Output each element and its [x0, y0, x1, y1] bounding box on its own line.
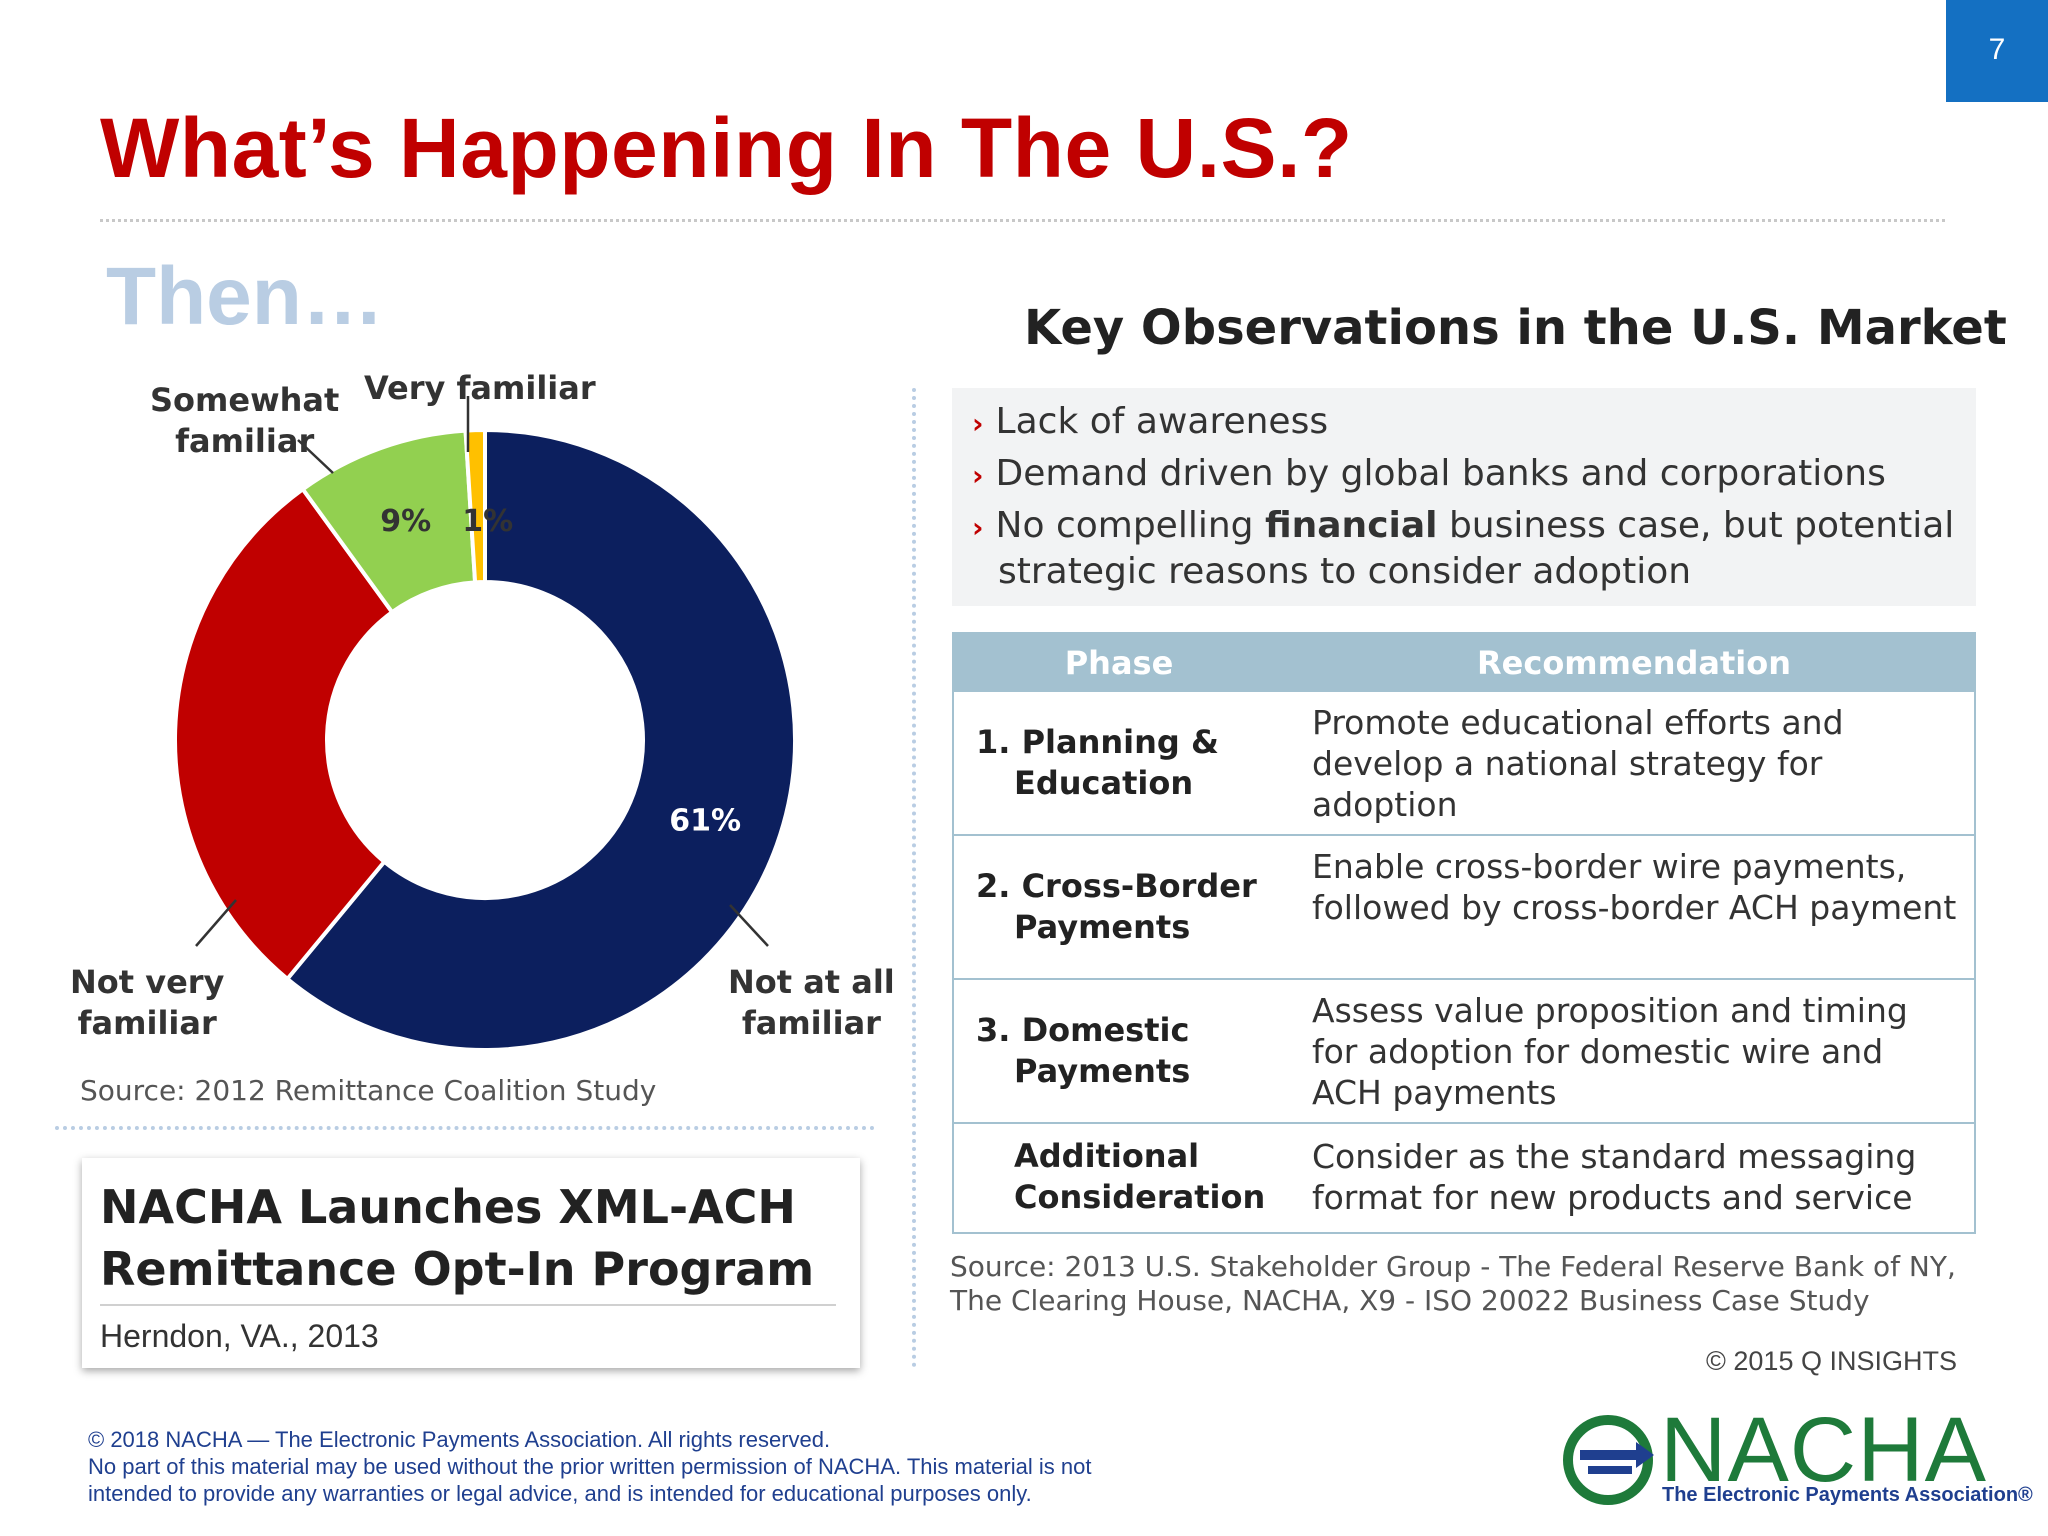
chevron-right-icon: › [972, 407, 984, 440]
clipping-headline: NACHA Launches XML-ACH Remittance Opt-In… [100, 1180, 815, 1296]
donut-slice-very-familiar [463, 427, 487, 585]
column-header-recommendation: Recommendation [1477, 644, 1791, 682]
phase-cell: Education [1014, 764, 1194, 802]
footer-legal: © 2018 NACHA — The Electronic Payments A… [88, 1427, 1092, 1506]
label-very-familiar: Very familiar [364, 369, 596, 407]
recommendation-cell: Promote educational efforts and develop … [1312, 703, 1844, 824]
key-observations-title: Key Observations in the U.S. Market [1024, 300, 2007, 356]
donut-value-labels: 61% 29% 9% 1% [215, 504, 741, 838]
leader-line-somewhat [297, 439, 334, 474]
phase-cell: Consideration [1014, 1178, 1266, 1216]
table-row: 2. Cross-Border Payments Enable cross-bo… [954, 836, 1974, 980]
nacha-logo-tagline: The Electronic Payments Association® [1662, 1484, 2033, 1506]
table-header: Phase Recommendation [952, 632, 1976, 696]
phase-cell: 2. Cross-Border [976, 867, 1257, 905]
chevron-right-icon: › [972, 459, 984, 492]
phase-cell: 3. Domestic [976, 1011, 1190, 1049]
nacha-logo-icon [1563, 1415, 1654, 1505]
recommendation-cell: Assess value proposition and timing for … [1312, 991, 1908, 1112]
recommendation-cell: Consider as the standard messaging forma… [1312, 1137, 1917, 1217]
table-row: Additional Consideration Consider as the… [954, 1124, 1974, 1230]
q-insights-copyright: © 2015 Q INSIGHTS [1706, 1346, 1957, 1376]
label-somewhat-familiar: Somewhat familiar [150, 381, 340, 460]
value-label-somewhat-familiar: 9% [380, 504, 431, 539]
value-label-not-very-familiar: 29% [215, 717, 287, 752]
column-header-phase: Phase [1064, 644, 1174, 682]
leader-line-not-very [195, 899, 237, 947]
page-number: 7 [1946, 0, 2048, 102]
recommendation-cell: Enable cross-border wire payments, follo… [1312, 847, 1957, 927]
familiarity-donut-chart: 61% 29% 9% 1% [173, 396, 797, 1052]
donut-slice-not-at-all-familiar [284, 427, 797, 1052]
list-item: › Demand driven by global banks and corpo… [972, 453, 1886, 494]
phase-cell: 1. Planning & [976, 723, 1219, 761]
list-item: › Lack of awareness [972, 401, 1329, 442]
table-row: 3. Domestic Payments Assess value propos… [954, 980, 1974, 1124]
slide-title: What’s Happening In The U.S.? [100, 101, 1353, 195]
value-label-not-at-all-familiar: 61% [669, 803, 741, 838]
label-not-at-all-familiar: Not at all familiar [728, 963, 895, 1042]
table-source: Source: 2013 U.S. Stakeholder Group - Th… [950, 1250, 1956, 1317]
left-divider [55, 1126, 875, 1130]
table-row: 1. Planning & Education Promote educatio… [954, 692, 1974, 836]
news-clipping: NACHA Launches XML-ACH Remittance Opt-In… [82, 1158, 860, 1368]
vertical-divider [912, 388, 916, 1368]
then-label: Then… [106, 251, 384, 342]
list-item: › No compelling financial business case, … [972, 505, 1955, 592]
title-divider [100, 219, 1945, 222]
value-label-very-familiar: 1% [462, 504, 513, 539]
recommendation-table: 1. Planning & Education Promote educatio… [952, 692, 1976, 1234]
nacha-logo-wordmark: NACHA [1660, 1399, 1988, 1501]
clipping-rule [100, 1304, 836, 1306]
phase-cell: Additional [1014, 1137, 1200, 1175]
chart-source: Source: 2012 Remittance Coalition Study [80, 1074, 657, 1107]
label-not-very-familiar: Not very familiar [70, 963, 225, 1042]
clipping-dateline: Herndon, VA., 2013 [100, 1318, 379, 1354]
leader-line-not-at-all [729, 904, 769, 947]
donut-slices [173, 427, 797, 1052]
chevron-right-icon: › [972, 511, 984, 544]
leader-lines [195, 396, 769, 947]
donut-slice-not-very-familiar [173, 486, 395, 982]
phase-cell: Payments [1014, 908, 1191, 946]
phase-cell: Payments [1014, 1052, 1191, 1090]
observations-list: › Lack of awareness › Demand driven by glo… [952, 388, 1976, 606]
